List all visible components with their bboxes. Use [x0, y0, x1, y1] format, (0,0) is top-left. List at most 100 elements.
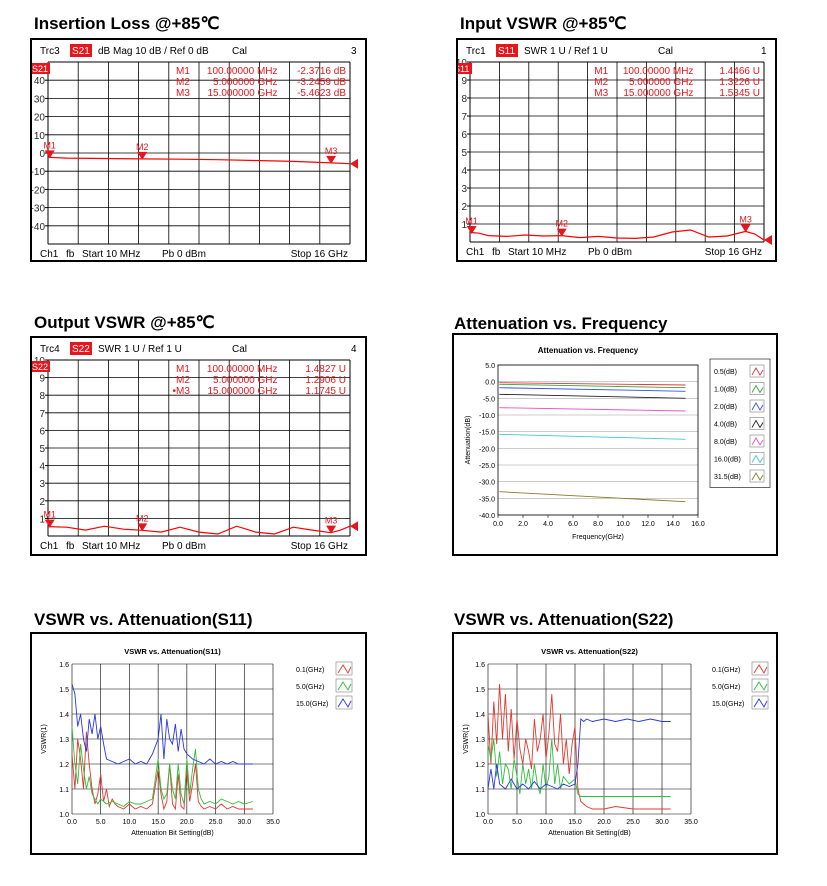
format-label: dB Mag 10 dB / Ref 0 dB — [98, 46, 209, 57]
legend-label: 2.0(dB) — [714, 404, 737, 411]
marker-readout-x: 5.000000 GHz — [213, 375, 278, 386]
x-tick-label: 0.0 — [483, 819, 493, 826]
x-tick-label: 16.0 — [691, 521, 705, 528]
legend-glyph — [751, 402, 764, 411]
x-tick-label: 8.0 — [593, 521, 603, 528]
param-name: S22 — [72, 344, 90, 355]
chart-title: Attenuation vs. Frequency — [538, 346, 639, 355]
channel-number: 3 — [351, 46, 357, 57]
marker-triangle — [326, 155, 337, 164]
x-tick-label: 10.0 — [539, 819, 553, 826]
x-tick-label: 15.0 — [568, 819, 582, 826]
marker-readout-x: 15.000000 GHz — [207, 386, 277, 397]
legend-glyph — [751, 454, 764, 464]
marker-readout-x: 15.000000 GHz — [207, 88, 277, 99]
marker-readout-x: 100.00000 MHz — [623, 66, 694, 77]
y-tick-label: 6 — [39, 426, 45, 437]
cal-label: Cal — [658, 46, 673, 57]
y-axis-label: VSWR(1) — [41, 724, 48, 754]
marker-readout-y: 1.2906 U — [305, 375, 346, 386]
legend-glyph — [751, 472, 764, 481]
param-name: S11 — [498, 46, 515, 57]
trace-line — [469, 229, 765, 241]
marker-label: M2 — [136, 513, 149, 523]
marker-label: M3 — [325, 146, 338, 156]
legend-glyph — [753, 664, 768, 674]
marker-triangle — [556, 228, 567, 237]
attenuation-chart: Attenuation vs. Frequency 5.0 0.0 -5.0 -10.0… — [452, 333, 778, 556]
reference-arrow — [350, 521, 358, 532]
y-tick-label: -10 — [32, 167, 45, 178]
x-tick-label: 35.0 — [684, 819, 698, 826]
param-badge — [70, 342, 92, 355]
x-tick-label: 30.0 — [237, 819, 251, 826]
marker-triangle — [466, 226, 477, 234]
param-badge — [496, 44, 518, 57]
x-tick-label: 6.0 — [568, 521, 578, 528]
y-tick-label: -30.0 — [479, 480, 495, 487]
y-tick-label: 1.1 — [475, 787, 485, 794]
trace-param-tag-text: S11 — [458, 64, 469, 74]
series-line — [499, 387, 686, 392]
footer-start: Start 10 MHz — [82, 541, 140, 552]
x-tick-label: 25.0 — [209, 819, 223, 826]
x-tick-label: 35.0 — [266, 819, 280, 826]
x-tick-label: 0.0 — [67, 819, 77, 826]
series-line — [487, 738, 671, 797]
marker-label: M3 — [325, 516, 338, 526]
marker-triangle — [44, 519, 55, 528]
marker-triangle — [740, 224, 751, 233]
y-tick-label: 9 — [39, 374, 45, 385]
y-tick-label: 5 — [39, 444, 45, 455]
x-tick-label: 25.0 — [626, 819, 640, 826]
input-vswr-title: Input VSWR @+85℃ — [460, 14, 627, 33]
y-tick-label: 0 — [39, 149, 45, 160]
x-tick-label: 5.0 — [96, 819, 106, 826]
y-tick-label: 8 — [39, 391, 45, 402]
footer-fb: fb — [492, 247, 501, 258]
y-tick-label: 1.5 — [59, 687, 69, 694]
series-line — [71, 731, 253, 811]
vswr-s22-svg: VSWR vs. Attenuation(S22) 1.6 1.5 1.4 1.3 1.2… — [463, 647, 769, 837]
y-tick-label: -20.0 — [479, 446, 495, 453]
legend-label: 15.0(GHz) — [712, 701, 744, 708]
legend-glyph — [751, 367, 764, 376]
marker-readout-name: M3 — [594, 88, 608, 99]
y-tick-label: 10 — [34, 131, 46, 142]
footer-stop: Stop 16 GHz — [291, 541, 348, 552]
marker-label: M3 — [739, 214, 752, 224]
trace-param-tag — [458, 63, 472, 74]
trace-param-tag-text: S21 — [32, 64, 48, 74]
marker-readout-x: 100.00000 MHz — [207, 66, 278, 77]
legend-glyph — [753, 681, 768, 691]
marker-readout-x: 5.000000 GHz — [629, 77, 694, 88]
series-line — [499, 382, 686, 386]
series-line — [499, 393, 686, 399]
x-tick-label: 5.0 — [512, 819, 522, 826]
legend-glyph — [753, 698, 768, 708]
vswr-s11-title: VSWR vs. Attenuation(S11) — [34, 610, 253, 629]
y-tick-label: 0.0 — [485, 380, 495, 387]
marker-readout-x: 5.000000 GHz — [213, 77, 278, 88]
x-tick-label: 15.0 — [151, 819, 165, 826]
y-tick-label: 2 — [39, 497, 45, 508]
marker-readout-y: 1.5345 U — [719, 88, 760, 99]
trace-line — [47, 156, 351, 165]
y-tick-label: 8 — [461, 94, 467, 105]
y-tick-label: 5.0 — [485, 363, 495, 370]
y-tick-label: -40.0 — [479, 513, 495, 520]
cal-label: Cal — [232, 344, 247, 355]
footer-start: Start 10 MHz — [82, 249, 140, 260]
trace-param-tag-text: S22 — [32, 362, 48, 372]
y-tick-label: -35.0 — [479, 496, 495, 503]
y-tick-label: -10.0 — [479, 413, 495, 420]
footer-power: Pb 0 dBm — [162, 541, 206, 552]
y-tick-label: 1.6 — [59, 662, 69, 669]
marker-readout-y: -5.4623 dB — [297, 88, 346, 99]
marker-readout-x: 15.000000 GHz — [623, 88, 693, 99]
y-tick-label: -30 — [32, 204, 45, 215]
footer-power: Pb 0 dBm — [588, 247, 632, 258]
y-tick-label: -5.0 — [483, 396, 495, 403]
y-tick-label: 30 — [34, 94, 46, 105]
